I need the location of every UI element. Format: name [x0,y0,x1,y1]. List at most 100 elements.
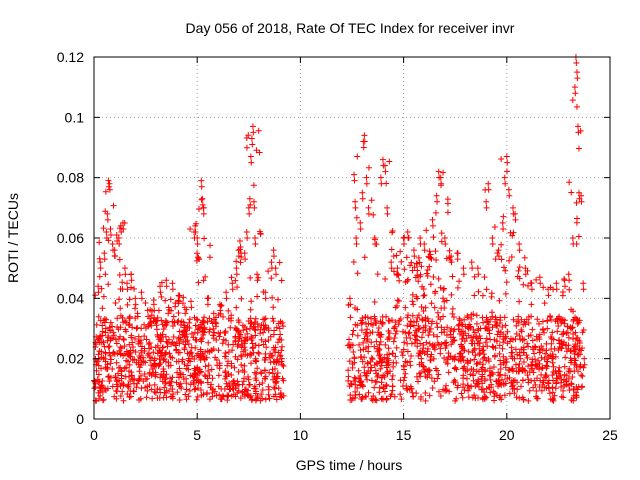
data-point [508,366,515,373]
data-point-peak [401,241,408,248]
data-point [132,348,139,355]
data-point-peak [120,225,127,232]
data-point [200,277,207,284]
data-point-peak [109,241,116,248]
data-point [243,335,250,342]
data-point [551,345,558,352]
y-tick-label: 0.1 [65,109,85,125]
data-point [397,248,404,255]
data-point-peak [235,247,242,254]
data-point-peak [475,271,482,278]
data-point [136,368,143,375]
data-point [404,322,411,329]
data-point [405,330,412,337]
data-point [271,327,278,334]
data-point [471,329,478,336]
data-point-peak [553,280,560,287]
data-point [418,355,425,362]
data-point [479,380,486,387]
data-point [444,209,451,216]
data-point-peak [499,219,506,226]
data-point [158,293,165,300]
data-point [276,335,283,342]
data-point [539,377,546,384]
data-point [195,279,202,286]
data-point [252,375,259,382]
data-point [355,367,362,374]
data-point [432,248,439,255]
data-point [94,336,101,343]
data-point [181,333,188,340]
data-point [471,356,478,363]
data-point [255,342,262,349]
data-point [425,332,432,339]
data-point [390,253,397,260]
data-point [473,312,480,319]
data-point-peak [404,228,411,235]
data-point [532,381,539,388]
data-point [104,337,111,344]
data-point [448,291,455,298]
data-point [278,394,285,401]
data-point [219,340,226,347]
data-point [365,320,372,327]
data-point [141,333,148,340]
data-point [377,365,384,372]
data-point [194,250,201,257]
data-point [399,352,406,359]
data-point [235,334,242,341]
data-point [180,319,187,326]
data-point [171,319,178,326]
data-point [520,359,527,366]
data-point [555,322,562,329]
data-point [464,324,471,331]
data-point [198,196,205,203]
data-point-peak [575,129,582,136]
data-point [513,331,520,338]
data-point [116,272,123,279]
data-point [543,365,550,372]
data-point [187,225,194,232]
data-point [444,360,451,367]
data-point-peak [119,219,126,226]
data-point [374,271,381,278]
data-point-peak [175,292,182,299]
data-point [121,365,128,372]
data-point [134,324,141,331]
data-point [375,325,382,332]
data-point [253,371,260,378]
data-point [438,329,445,336]
data-point [414,260,421,267]
data-point [431,304,438,311]
data-point-peak [169,286,176,293]
data-point [428,375,435,382]
data-point [509,232,516,239]
data-point [142,359,149,366]
data-point [549,359,556,366]
data-point-peak [216,301,223,308]
data-point [352,304,359,311]
data-point [265,327,272,334]
data-point [176,365,183,372]
data-point [102,329,109,336]
data-point [106,343,113,350]
data-point [274,296,281,303]
y-tick-label: 0.06 [57,230,84,246]
data-point [269,315,276,322]
data-point [440,285,447,292]
data-point [398,396,405,403]
data-point-peak [95,289,102,296]
data-point [121,318,128,325]
data-point [173,379,180,386]
data-point [420,286,427,293]
data-point [381,388,388,395]
data-point [234,378,241,385]
data-point [246,381,253,388]
data-point [397,316,404,323]
data-point [225,307,232,314]
data-point-peak [574,75,581,82]
data-point [117,393,124,400]
data-point [128,332,135,339]
data-point [121,350,128,357]
data-point [173,346,180,353]
